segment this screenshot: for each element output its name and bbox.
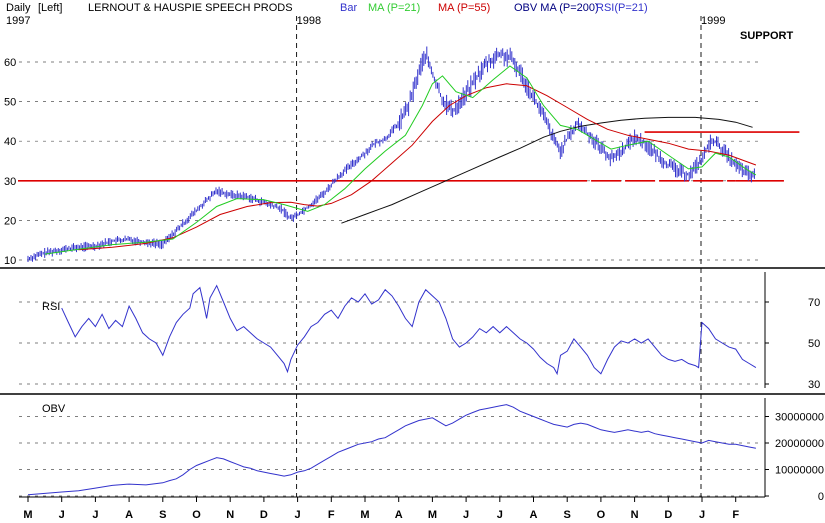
month-label: J — [295, 509, 301, 521]
month-label: O — [192, 509, 201, 521]
month-label: J — [699, 509, 705, 521]
price-tick-label: 40 — [4, 136, 16, 148]
year-label: 1997 — [6, 15, 30, 27]
month-label: A — [125, 509, 133, 521]
obv-panel-label: OBV — [42, 403, 66, 415]
obv-line — [27, 404, 756, 496]
legend-entry: Bar — [340, 2, 357, 14]
rsi-panel-label: RSI — [42, 301, 60, 313]
rsi-tick-label: 50 — [808, 338, 820, 350]
obv-tick-label: 10000000 — [775, 465, 824, 477]
rsi-line — [61, 284, 757, 376]
month-label: D — [260, 509, 268, 521]
legend-entry: RSI(P=21) — [596, 2, 648, 14]
month-label: M — [360, 509, 369, 521]
month-label: S — [564, 509, 571, 521]
month-label: M — [23, 509, 32, 521]
legend-entry: OBV MA (P=200) — [514, 2, 599, 14]
price-tick-label: 60 — [4, 57, 16, 69]
obv-tick-label: 20000000 — [775, 438, 824, 450]
month-label: D — [664, 509, 672, 521]
price-tick-label: 20 — [4, 215, 16, 227]
ma21-line — [44, 65, 757, 255]
month-label: A — [530, 509, 538, 521]
year-markers: 1997 1998 1999 — [6, 15, 725, 497]
month-label: N — [631, 509, 639, 521]
month-label: J — [497, 509, 503, 521]
price-panel — [18, 46, 800, 262]
price-tick-label: 50 — [4, 97, 16, 109]
month-label: N — [226, 509, 234, 521]
rsi-tick-label: 30 — [808, 379, 820, 391]
panel-frames — [0, 267, 825, 498]
month-label: J — [92, 509, 98, 521]
period-label: Daily — [6, 2, 31, 14]
price-bars — [27, 46, 755, 262]
security-name: LERNOUT & HAUSPIE SPEECH PRODS — [88, 2, 293, 14]
month-label: J — [463, 509, 469, 521]
month-label: O — [597, 509, 606, 521]
side-label: [Left] — [38, 2, 62, 14]
legend-entry: MA (P=55) — [438, 2, 490, 14]
month-label: F — [732, 509, 739, 521]
month-label: F — [328, 509, 335, 521]
rsi-tick-label: 70 — [808, 297, 820, 309]
obv-tick-label: 0 — [818, 491, 824, 503]
month-label: A — [395, 509, 403, 521]
year-label: 1999 — [701, 15, 725, 27]
legend: Bar MA (P=21) MA (P=55) OBV MA (P=200)RSI(P… — [340, 2, 648, 14]
ma55-line — [78, 83, 757, 251]
ma200-line — [341, 116, 753, 224]
month-label: M — [428, 509, 437, 521]
legend-entry: MA (P=21) — [368, 2, 420, 14]
year-label: 1998 — [297, 15, 321, 27]
obv-panel: OBV — [27, 403, 756, 496]
month-label: J — [59, 509, 65, 521]
rsi-panel: RSI — [42, 284, 757, 376]
obv-tick-label: 30000000 — [775, 412, 824, 424]
price-tick-label: 30 — [4, 176, 16, 188]
price-tick-label: 10 — [4, 255, 16, 267]
support-label: SUPPORT — [740, 30, 793, 42]
month-label: S — [159, 509, 166, 521]
